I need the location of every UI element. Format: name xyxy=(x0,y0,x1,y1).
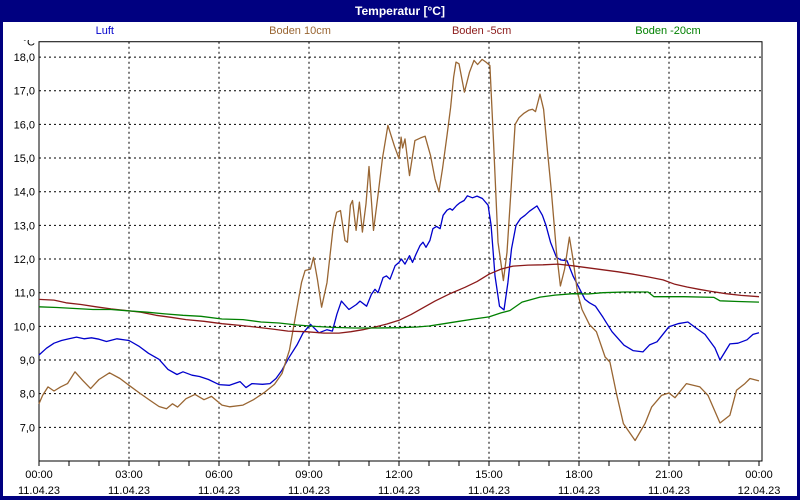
svg-text:12,0: 12,0 xyxy=(14,254,35,266)
axes xyxy=(38,41,763,466)
svg-text:15:00: 15:00 xyxy=(475,469,503,481)
svg-text:06:00: 06:00 xyxy=(205,469,233,481)
svg-text:7,0: 7,0 xyxy=(20,422,35,434)
svg-text:03:00: 03:00 xyxy=(115,469,143,481)
svg-text:17,0: 17,0 xyxy=(14,86,35,98)
chart-plot-area: 18,0 17,0 16,0 15,0 14,0 13,0 12,0 11,0 10,0 9,0 8… xyxy=(0,37,800,500)
svg-text:10,0: 10,0 xyxy=(14,321,35,333)
x-axis-labels: 00:00 11.04.23 03:00 11.04.23 06:00 11.04.23 0… xyxy=(18,469,780,497)
svg-text:13,0: 13,0 xyxy=(14,220,35,232)
svg-text:12.04.23: 12.04.23 xyxy=(738,485,781,497)
frame-border-bottom xyxy=(0,496,800,500)
svg-text:11.04.23: 11.04.23 xyxy=(558,485,600,497)
svg-text:11.04.23: 11.04.23 xyxy=(198,485,240,497)
svg-text:18,0: 18,0 xyxy=(14,52,35,64)
temperature-line-chart: 18,0 17,0 16,0 15,0 14,0 13,0 12,0 11,0 10,0 9,0 8… xyxy=(14,37,781,497)
svg-text:11,0: 11,0 xyxy=(14,288,35,300)
series-line-boden-5cm xyxy=(38,263,760,334)
svg-text:21:00: 21:00 xyxy=(655,469,683,481)
svg-text:00:00: 00:00 xyxy=(25,469,53,481)
series-line-luft xyxy=(38,195,760,389)
svg-text:11.04.23: 11.04.23 xyxy=(468,485,510,497)
legend-item-luft: Luft xyxy=(95,25,114,37)
y-axis-labels: 18,0 17,0 16,0 15,0 14,0 13,0 12,0 11,0 10,0 9,0 8… xyxy=(14,37,35,435)
legend-item-boden10: Boden 10cm xyxy=(269,25,331,37)
svg-text:18:00: 18:00 xyxy=(565,469,593,481)
svg-text:11.04.23: 11.04.23 xyxy=(288,485,330,497)
frame-border-right xyxy=(797,22,800,500)
svg-text:11.04.23: 11.04.23 xyxy=(378,485,420,497)
series-line-boden-10cm xyxy=(38,58,760,442)
svg-text:09:00: 09:00 xyxy=(295,469,323,481)
frame-border-left xyxy=(0,22,3,500)
series-line-boden-20cm xyxy=(38,291,760,329)
svg-text:14,0: 14,0 xyxy=(14,187,35,199)
legend-item-boden-20: Boden -20cm xyxy=(635,25,701,37)
svg-text:8,0: 8,0 xyxy=(20,389,35,401)
legend-item-boden-5: Boden -5cm xyxy=(451,25,512,37)
svg-text:15,0: 15,0 xyxy=(14,153,35,165)
svg-text:16,0: 16,0 xyxy=(14,119,35,131)
legend: Luft Boden 10cm Boden -5cm Boden -20cm xyxy=(0,22,800,40)
svg-text:11.04.23: 11.04.23 xyxy=(648,485,690,497)
chart-title: Temperatur [°C] xyxy=(355,4,445,18)
svg-text:00:00: 00:00 xyxy=(745,469,773,481)
svg-text:9,0: 9,0 xyxy=(20,355,35,367)
title-bar: Temperatur [°C] xyxy=(0,0,800,22)
svg-text:12:00: 12:00 xyxy=(385,469,413,481)
svg-text:11.04.23: 11.04.23 xyxy=(108,485,150,497)
svg-text:11.04.23: 11.04.23 xyxy=(18,485,60,497)
y-axis-unit: °C xyxy=(23,40,35,49)
